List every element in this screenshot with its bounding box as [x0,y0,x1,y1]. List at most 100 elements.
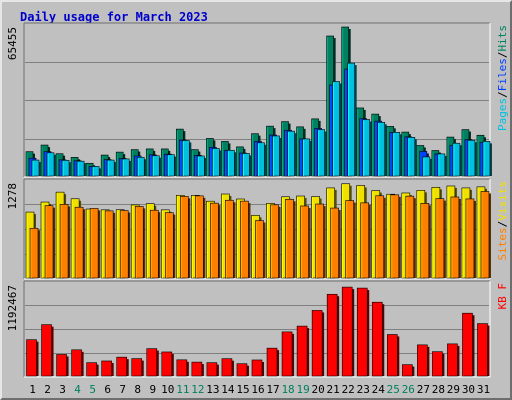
kb-f-bar [432,351,445,377]
kb-f-bar [386,334,400,377]
kb-f-bar [206,362,219,377]
x-tick-label: 26 [402,383,415,396]
kb-f-bar [146,348,159,377]
pages-bar [332,81,342,177]
kb-f-bar [26,339,39,377]
y-axis-max-label: 1192467 [6,285,19,331]
kb-f-bar [417,344,430,377]
pages-bar [362,119,372,177]
pages-bar [151,155,162,177]
sites-bar [330,207,341,279]
kb-f-bar [266,347,280,377]
y-axis-max-label: 65455 [6,27,19,60]
kb-f-bar [447,343,460,377]
sites-bar [195,195,206,279]
panel-3: 1192467 KB F [6,280,509,378]
legend-entry: Sites [496,227,509,260]
kb-f-bar [71,349,84,377]
pages-bar [212,148,222,177]
legend-entry: Visits [496,181,509,221]
legend: Sites/Visits [496,181,509,261]
sites-bar [345,200,356,279]
kb-f-bar [221,358,234,377]
legend-entry: Pages [496,98,509,131]
pages-bar [287,130,297,177]
kb-f-bar [101,360,114,377]
pages-bar [437,153,447,177]
pages-bar [302,138,312,177]
pages-bar [467,139,477,177]
kb-f-bar [371,301,385,377]
kb-f-bar [296,325,310,377]
sites-bar [104,210,116,279]
pages-bar [242,153,252,177]
legend: Pages/Files/Hits [496,25,509,131]
x-tick-label: 15 [236,383,249,396]
sites-bar [74,206,86,279]
x-tick-label: 20 [312,383,325,396]
sites-bar [59,204,71,279]
pages-bar [106,159,117,177]
sites-bar [44,205,56,279]
x-tick-label: 10 [161,383,174,396]
x-tick-label: 28 [432,383,445,396]
kb-f-bar [341,286,355,377]
x-tick-label: 2 [44,383,51,396]
sites-bar [450,196,461,279]
pages-bar [166,154,177,177]
legend: KB F [496,283,509,310]
x-tick-label: 14 [221,383,235,396]
x-tick-label: 5 [89,383,96,396]
pages-bar [257,142,267,177]
pages-bar [272,135,282,177]
pages-bar [197,155,207,177]
kb-f-bar [56,354,69,377]
sites-bar [89,208,101,279]
x-tick-label: 9 [149,383,156,396]
x-tick-label: 25 [387,383,400,396]
x-tick-label: 22 [342,383,355,396]
pages-bar [452,142,462,177]
x-tick-label: 8 [134,383,141,396]
kb-f-bar [176,359,189,377]
x-tick-label: 24 [372,383,386,396]
pages-bar [46,152,57,177]
sites-bar [164,212,176,279]
pages-bar [61,159,72,177]
sites-bar [149,209,161,279]
kb-f-bar [86,362,99,377]
kb-f-bar [311,310,325,377]
x-tick-label: 30 [462,383,475,396]
sites-bar [180,196,191,279]
x-tick-label: 23 [357,383,370,396]
pages-bar [407,137,417,177]
pages-bar [347,62,357,177]
pages-bar [227,149,237,177]
sites-bar [210,202,221,279]
sites-bar [240,200,251,279]
kb-f-bar [462,312,475,377]
sites-bar [29,227,40,279]
pages-bar [482,141,492,177]
kb-f-bar [356,287,370,377]
panel-1: 65455 Pages/Files/Hits [6,22,509,178]
sites-bar [465,198,476,279]
pages-bar [136,157,147,177]
x-tick-label: 18 [281,383,294,396]
y-axis-max-label: 1278 [6,183,19,210]
x-tick-label: 1 [29,383,36,396]
x-tick-label: 21 [327,383,340,396]
sites-bar [134,206,146,279]
sites-bar [315,203,326,279]
kb-f-bar [191,361,204,377]
kb-f-bar [236,363,249,377]
x-tick-label: 4 [74,383,81,396]
kb-f-bar [161,351,174,377]
chart-title: Daily usage for March 2023 [20,10,208,24]
x-tick-label: 12 [191,383,204,396]
sites-bar [119,210,131,279]
sites-bar [225,199,236,279]
sites-bar [360,202,371,279]
